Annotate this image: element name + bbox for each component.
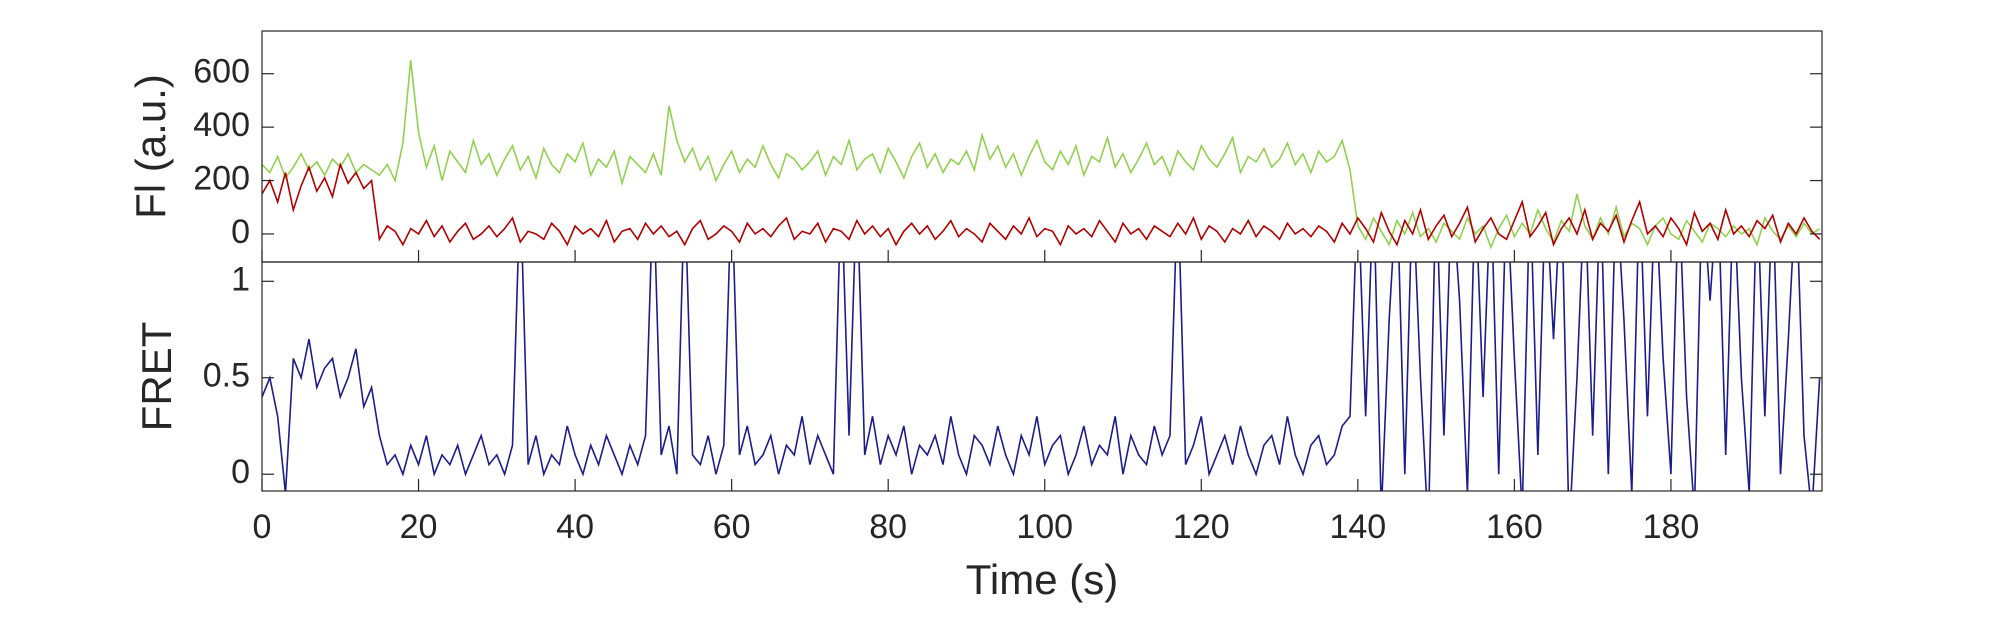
axes-box [261, 30, 1823, 263]
x-tick-label: 0 [253, 508, 272, 546]
x-tick-label: 120 [1173, 508, 1230, 546]
y-tick-label: 400 [193, 106, 250, 144]
axes-box [261, 261, 1823, 492]
x-tick-label: 140 [1329, 508, 1386, 546]
x-tick-label: 40 [556, 508, 594, 546]
trace [262, 60, 1821, 250]
x-tick-label: 180 [1643, 508, 1700, 546]
trace [262, 262, 1821, 491]
x-tick-label: 60 [713, 508, 751, 546]
y-axis-label: Fl (a.u.) [127, 74, 174, 219]
trace [262, 161, 1821, 247]
x-tick-label: 160 [1486, 508, 1543, 546]
x-axis-label: Time (s) [966, 556, 1118, 603]
y-tick-label: 0 [231, 453, 250, 491]
y-tick-label: 0.5 [203, 357, 250, 395]
x-tick-label: 20 [400, 508, 438, 546]
y-tick-label: 200 [193, 160, 250, 198]
y-tick-label: 600 [193, 53, 250, 91]
x-tick-label: 100 [1016, 508, 1073, 546]
y-tick-label: 0 [231, 213, 250, 251]
x-tick-label: 80 [869, 508, 907, 546]
y-tick-label: 1 [231, 260, 250, 298]
y-axis-label: FRET [133, 322, 180, 432]
